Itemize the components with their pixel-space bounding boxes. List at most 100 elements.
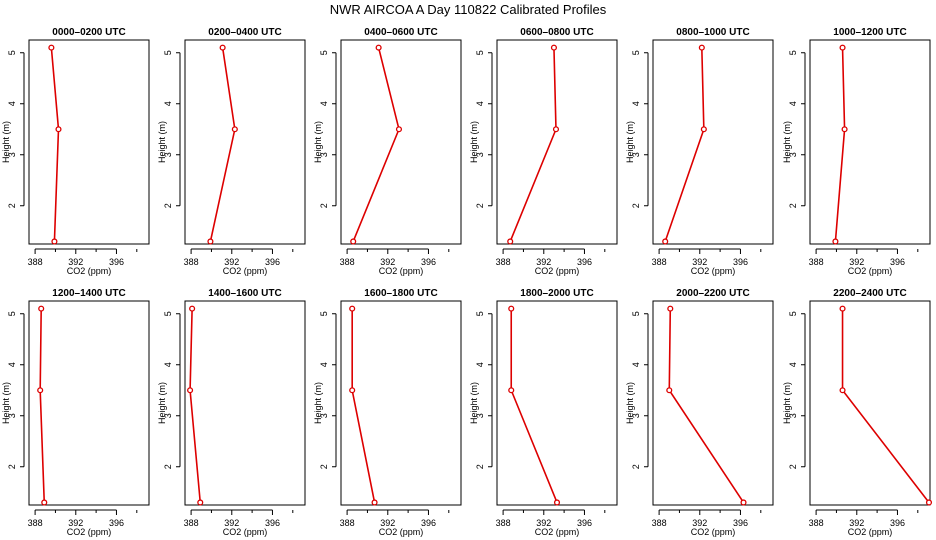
profile-point xyxy=(508,387,515,394)
profile-point xyxy=(667,305,674,312)
y-tick-label: 4 xyxy=(163,362,173,367)
profile-point xyxy=(375,44,382,51)
plot-frame xyxy=(184,39,306,245)
x-axis-label: CO2 (ppm) xyxy=(535,527,580,537)
profile-line xyxy=(189,308,202,503)
y-tick-label: 3 xyxy=(631,152,641,157)
x-axis-label: CO2 (ppm) xyxy=(848,266,893,276)
y-tick-label: 2 xyxy=(475,464,485,469)
y-tick-label: 5 xyxy=(319,50,329,55)
y-axis-label: Height (m) xyxy=(625,121,635,163)
y-tick-label: 2 xyxy=(788,464,798,469)
y-axis-label: Height (m) xyxy=(469,382,479,424)
profile-point xyxy=(350,238,357,245)
x-tick-label: 396 xyxy=(109,257,124,267)
y-tick-label: 2 xyxy=(319,203,329,208)
y-tick-label: 4 xyxy=(319,362,329,367)
profile-line xyxy=(39,308,46,503)
x-tick-label: 392 xyxy=(536,518,551,528)
profile-point xyxy=(51,238,58,245)
y-tick-label: 4 xyxy=(7,362,17,367)
profile-line xyxy=(510,308,558,503)
y-tick-label: 5 xyxy=(475,50,485,55)
y-tick-label: 3 xyxy=(631,413,641,418)
profile-line xyxy=(209,47,236,242)
y-tick-label: 5 xyxy=(475,311,485,316)
panel-title: 0800–1000 UTC xyxy=(676,27,749,38)
x-axis-label: CO2 (ppm) xyxy=(691,266,736,276)
x-tick-label: 388 xyxy=(496,257,511,267)
y-axis-label: Height (m) xyxy=(313,121,323,163)
plot-frame xyxy=(809,39,931,245)
y-tick-label: 2 xyxy=(319,464,329,469)
x-tick-label: 388 xyxy=(184,518,199,528)
x-tick-label: 392 xyxy=(68,518,83,528)
x-axis-label: CO2 (ppm) xyxy=(379,266,424,276)
x-tick-label: 388 xyxy=(184,257,199,267)
y-axis-label: Height (m) xyxy=(625,382,635,424)
x-axis-label: CO2 (ppm) xyxy=(535,266,580,276)
y-tick-label: 4 xyxy=(7,101,17,106)
profile-point xyxy=(37,387,44,394)
y-axis-label: Height (m) xyxy=(782,121,792,163)
x-axis-label: CO2 (ppm) xyxy=(67,527,112,537)
chart-title: NWR AIRCOA A Day 110822 Calibrated Profi… xyxy=(330,2,607,17)
x-tick-label: 388 xyxy=(652,518,667,528)
x-tick-label: 396 xyxy=(733,518,748,528)
y-axis-label: Height (m) xyxy=(157,121,167,163)
y-tick-label: 5 xyxy=(7,50,17,55)
y-tick-label: 3 xyxy=(475,413,485,418)
x-tick-label: 396 xyxy=(421,518,436,528)
profile-line xyxy=(351,308,376,503)
y-axis-label: Height (m) xyxy=(469,121,479,163)
profile-point xyxy=(349,305,356,312)
y-tick-label: 3 xyxy=(7,413,17,418)
y-axis-label: Height (m) xyxy=(157,382,167,424)
x-axis-label: CO2 (ppm) xyxy=(67,266,112,276)
profile-point xyxy=(507,238,514,245)
profile-point xyxy=(197,499,204,506)
x-tick-label: 388 xyxy=(28,518,43,528)
profile-point xyxy=(231,126,238,133)
y-tick-label: 5 xyxy=(631,311,641,316)
x-tick-label: 392 xyxy=(68,257,83,267)
profile-point xyxy=(841,126,848,133)
y-tick-label: 2 xyxy=(163,464,173,469)
y-tick-label: 5 xyxy=(7,311,17,316)
y-tick-label: 3 xyxy=(788,413,798,418)
x-tick-label: 396 xyxy=(577,518,592,528)
profile-point xyxy=(189,305,196,312)
x-tick-label: 388 xyxy=(809,518,824,528)
y-tick-label: 3 xyxy=(475,152,485,157)
profile-point xyxy=(925,499,933,506)
profile-point xyxy=(550,44,557,51)
y-tick-label: 2 xyxy=(631,464,641,469)
panel-title: 0600–0800 UTC xyxy=(520,27,593,38)
y-tick-label: 5 xyxy=(163,50,173,55)
profile-line xyxy=(352,47,400,242)
x-axis-label: CO2 (ppm) xyxy=(379,527,424,537)
x-tick-label: 396 xyxy=(733,257,748,267)
profile-point xyxy=(839,44,846,51)
y-tick-label: 3 xyxy=(319,152,329,157)
x-tick-label: 388 xyxy=(652,257,667,267)
panel-title: 0200–0400 UTC xyxy=(208,27,281,38)
y-tick-label: 2 xyxy=(475,203,485,208)
profile-line xyxy=(834,47,846,242)
y-tick-label: 3 xyxy=(163,152,173,157)
profile-point xyxy=(395,126,403,133)
y-tick-label: 3 xyxy=(319,413,329,418)
profile-line xyxy=(841,308,930,503)
x-tick-label: 388 xyxy=(340,518,355,528)
plot-frame xyxy=(28,39,150,245)
y-tick-label: 2 xyxy=(163,203,173,208)
y-tick-label: 5 xyxy=(163,311,173,316)
x-tick-label: 392 xyxy=(849,257,864,267)
